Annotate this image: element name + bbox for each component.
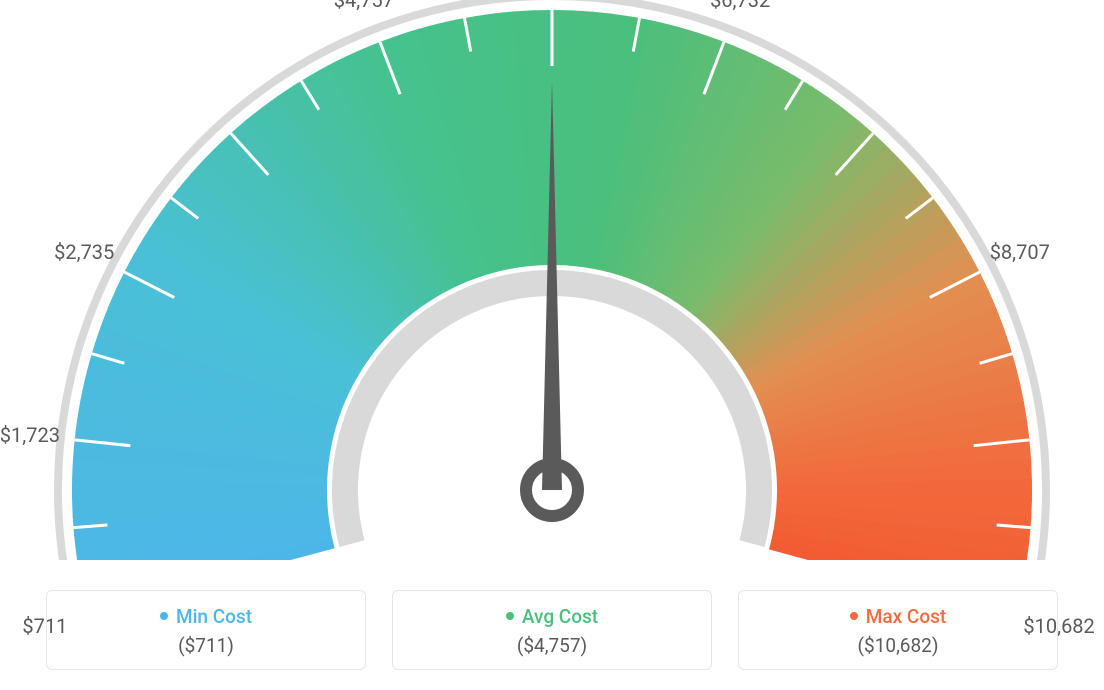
legend-card-avg: Avg Cost ($4,757) <box>392 590 712 670</box>
dot-icon <box>160 612 168 620</box>
legend-title-avg: Avg Cost <box>403 605 701 628</box>
legend-card-min: Min Cost ($711) <box>46 590 366 670</box>
legend-title-text: Min Cost <box>176 605 252 628</box>
legend-value-max: ($10,682) <box>749 634 1047 657</box>
gauge-tick-label: $8,707 <box>990 240 1050 264</box>
legend-row: Min Cost ($711) Avg Cost ($4,757) Max Co… <box>0 590 1104 670</box>
gauge-tick-label: $6,732 <box>710 0 770 12</box>
gauge-tick-label: $1,723 <box>0 423 60 447</box>
gauge-area: $711$1,723$2,735$4,757$6,732$8,707$10,68… <box>0 0 1104 560</box>
legend-title-text: Max Cost <box>866 605 946 628</box>
gauge-chart <box>0 0 1104 560</box>
dot-icon <box>506 612 514 620</box>
gauge-tick-label: $2,735 <box>54 240 114 264</box>
legend-title-max: Max Cost <box>749 605 1047 628</box>
legend-value-min: ($711) <box>57 634 355 657</box>
gauge-tick-label: $4,757 <box>334 0 394 12</box>
legend-title-text: Avg Cost <box>522 605 598 628</box>
dot-icon <box>850 612 858 620</box>
legend-card-max: Max Cost ($10,682) <box>738 590 1058 670</box>
legend-title-min: Min Cost <box>57 605 355 628</box>
legend-value-avg: ($4,757) <box>403 634 701 657</box>
